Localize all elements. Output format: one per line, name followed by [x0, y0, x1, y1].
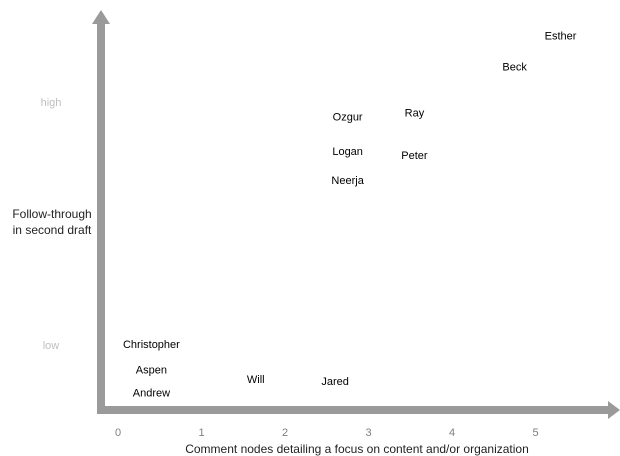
data-point-label: Will: [247, 374, 265, 386]
x-tick-label: 5: [532, 427, 538, 439]
data-point-label: Logan: [332, 146, 363, 158]
data-point-label: Jared: [321, 376, 349, 388]
data-point-label: Neerja: [331, 175, 364, 187]
x-axis-line: [97, 406, 608, 414]
data-point-label: Andrew: [133, 387, 170, 399]
x-tick-label: 4: [449, 427, 455, 439]
data-point-label: Christopher: [123, 339, 180, 351]
x-tick-label: 1: [198, 427, 204, 439]
x-axis-label: Comment nodes detailing a focus on conte…: [185, 442, 529, 456]
y-axis-label-line: in second draft: [13, 223, 92, 237]
y-axis-label-line: Follow-through: [12, 207, 91, 221]
y-axis-line: [97, 22, 105, 414]
y-tick-label: high: [41, 97, 62, 109]
data-point-label: Peter: [401, 150, 428, 162]
data-point-label: Esther: [545, 30, 577, 42]
y-axis-arrowhead: [92, 10, 110, 24]
data-labels: Esther Beck Ozgur Ray Logan Peter Neerja Christ…: [123, 30, 577, 399]
y-axis-label: Follow-through in second draft: [12, 207, 92, 237]
data-point-label: Ray: [405, 108, 425, 120]
axes: [92, 10, 620, 419]
data-point-label: Ozgur: [333, 112, 363, 124]
x-tick-label: 0: [115, 427, 121, 439]
x-tick-label: 3: [365, 427, 371, 439]
y-tick-label: low: [43, 340, 60, 352]
x-axis-arrowhead: [608, 401, 620, 419]
ticks: 0 1 2 3 4 5 low high: [41, 97, 539, 439]
data-point-label: Aspen: [136, 364, 167, 376]
x-tick-label: 2: [282, 427, 288, 439]
data-point-label: Beck: [502, 61, 527, 73]
